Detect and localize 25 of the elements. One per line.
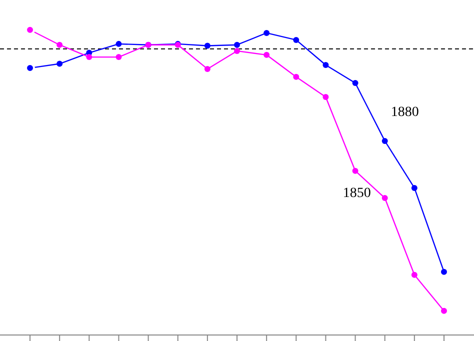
point (411, 184, 418, 191)
point (116, 40, 122, 47)
point (234, 48, 240, 54)
point (440, 268, 447, 275)
series-label: 1880 (390, 105, 419, 120)
point (322, 62, 329, 68)
point (352, 168, 358, 174)
point (264, 52, 270, 58)
point (86, 54, 92, 60)
point (382, 195, 388, 202)
point (56, 60, 63, 67)
point (352, 80, 358, 86)
point (293, 74, 300, 80)
point (382, 138, 388, 144)
point (264, 30, 270, 36)
point (204, 66, 210, 72)
point (411, 272, 418, 278)
point (116, 54, 122, 60)
point (56, 42, 63, 48)
point (440, 308, 447, 314)
point (204, 42, 210, 49)
point (322, 94, 329, 100)
point (234, 42, 240, 48)
series-label: 1850 (342, 186, 371, 202)
point (293, 36, 300, 43)
